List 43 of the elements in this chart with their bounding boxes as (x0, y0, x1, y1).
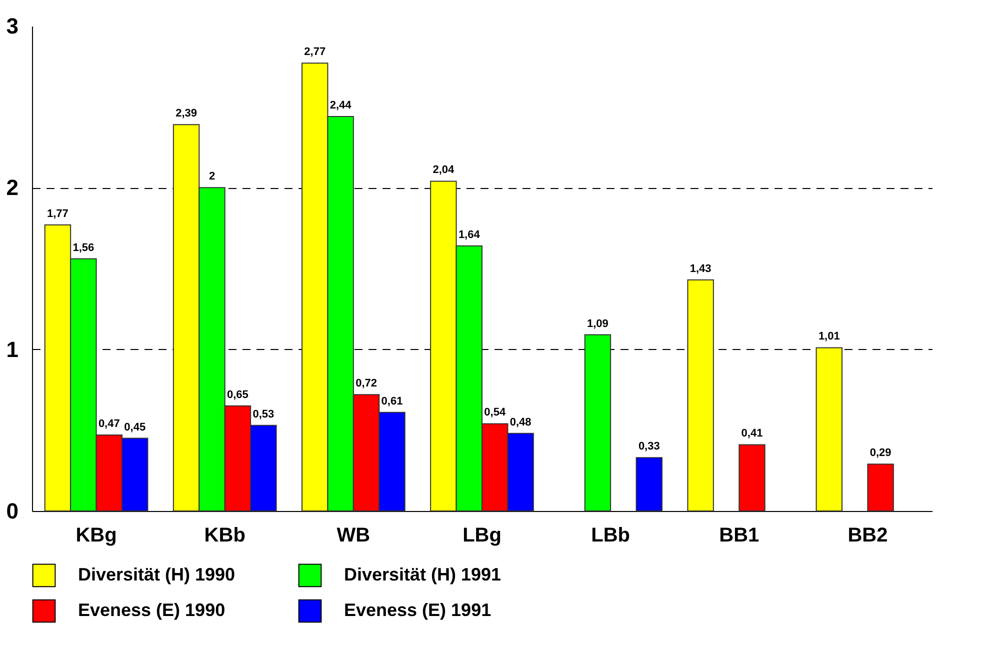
x-tick-label: LBb (591, 524, 630, 546)
bar (636, 457, 662, 512)
data-label: 2,44 (330, 100, 352, 112)
data-label: 1,01 (818, 330, 840, 343)
x-tick-label: WB (336, 524, 370, 546)
legend-label: Eveness (E) 1991 (344, 600, 492, 620)
y-tick-label: 2 (6, 175, 18, 200)
x-tick-label: LBg (462, 524, 502, 546)
bar (738, 444, 766, 512)
data-label: 1,64 (458, 228, 481, 241)
legend-label: Diversität (H) 1991 (344, 564, 502, 584)
data-label: 1,09 (587, 318, 608, 330)
bar (584, 334, 612, 512)
bar (816, 347, 842, 512)
data-label: 0,72 (356, 378, 377, 390)
data-label: 0,45 (124, 421, 146, 434)
bar (867, 464, 894, 512)
data-label: 0,48 (510, 416, 532, 428)
y-tick-label: 0 (6, 498, 18, 524)
data-label: 0,53 (252, 408, 274, 420)
data-label: 2,77 (304, 46, 326, 58)
data-label: 0,54 (484, 406, 506, 419)
data-label: 1,43 (690, 262, 712, 275)
data-label: 0,33 (638, 440, 660, 453)
bar (687, 279, 714, 512)
data-label: 2 (208, 170, 216, 183)
x-tick-label: BB1 (719, 524, 760, 546)
data-label: 1,56 (72, 242, 94, 254)
y-tick-label: 1 (6, 336, 18, 362)
data-label: 0,29 (870, 447, 892, 460)
data-label: 1,77 (47, 208, 68, 220)
data-label: 0,61 (381, 395, 403, 408)
y-tick-label: 3 (6, 14, 18, 38)
x-tick-label: KBg (76, 524, 117, 546)
x-tick-label: BB2 (848, 524, 888, 546)
data-label: 0,47 (98, 418, 120, 430)
data-label: 2,04 (432, 164, 456, 176)
data-label: 2,39 (176, 108, 197, 120)
x-tick-label: KBb (204, 524, 246, 546)
data-label: 0,41 (741, 428, 763, 440)
legend-label: Diversität (H) 1990 (78, 564, 236, 584)
data-label: 0,65 (227, 388, 248, 401)
legend-label: Eveness (E) 1990 (78, 600, 226, 620)
